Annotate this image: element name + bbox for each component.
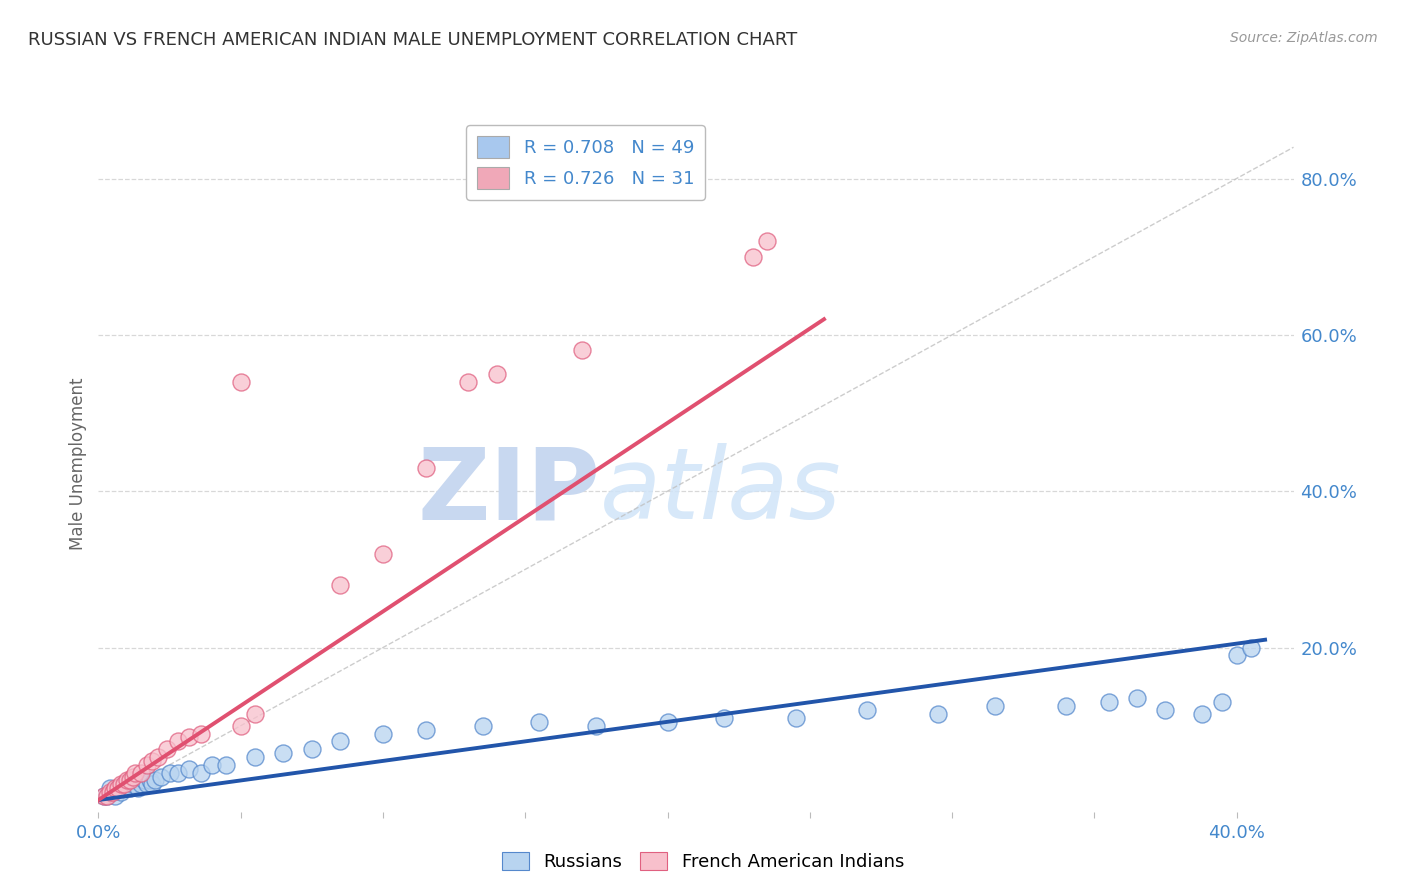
Point [190, 765, 212, 780]
Point [371, 726, 394, 740]
Point [121, 777, 143, 791]
Point [93, 789, 115, 803]
Point [215, 757, 238, 772]
Point [118, 781, 141, 796]
Point [190, 726, 212, 740]
Point [156, 742, 179, 756]
Point [124, 773, 146, 788]
Point [112, 777, 135, 791]
Point [118, 773, 141, 788]
Point [1226, 648, 1249, 663]
Point [115, 777, 138, 791]
Point [124, 765, 146, 780]
Point [1126, 691, 1149, 706]
Point [585, 719, 607, 733]
Point [1240, 640, 1263, 655]
Point [785, 711, 807, 725]
Point [301, 742, 323, 756]
Point [229, 719, 252, 733]
Point [1054, 699, 1077, 714]
Point [273, 746, 295, 760]
Point [112, 781, 135, 796]
Point [138, 773, 160, 788]
Point [471, 719, 494, 733]
Legend: R = 0.708   N = 49, R = 0.726   N = 31: R = 0.708 N = 49, R = 0.726 N = 31 [465, 125, 704, 200]
Point [132, 773, 155, 788]
Point [93, 789, 115, 803]
Point [529, 714, 551, 729]
Point [98, 781, 121, 796]
Point [713, 711, 735, 725]
Point [415, 460, 437, 475]
Point [415, 723, 437, 737]
Point [141, 754, 163, 768]
Y-axis label: Male Unemployment: Male Unemployment [69, 377, 87, 550]
Point [104, 781, 127, 796]
Point [571, 343, 593, 358]
Text: ZIP: ZIP [418, 443, 600, 541]
Legend: Russians, French American Indians: Russians, French American Indians [495, 845, 911, 879]
Point [143, 773, 166, 788]
Point [127, 781, 149, 796]
Point [179, 762, 201, 776]
Point [984, 699, 1007, 714]
Point [243, 706, 266, 721]
Point [135, 777, 157, 791]
Point [167, 765, 190, 780]
Point [457, 375, 479, 389]
Point [485, 367, 508, 381]
Point [329, 734, 352, 748]
Point [141, 777, 163, 791]
Point [121, 770, 143, 784]
Text: RUSSIAN VS FRENCH AMERICAN INDIAN MALE UNEMPLOYMENT CORRELATION CHART: RUSSIAN VS FRENCH AMERICAN INDIAN MALE U… [28, 31, 797, 49]
Point [229, 375, 252, 389]
Point [148, 750, 170, 764]
Point [107, 781, 129, 796]
Text: Source: ZipAtlas.com: Source: ZipAtlas.com [1230, 31, 1378, 45]
Point [150, 770, 173, 784]
Point [927, 706, 949, 721]
Point [243, 750, 266, 764]
Point [741, 250, 763, 264]
Text: atlas: atlas [600, 443, 842, 541]
Point [1211, 695, 1233, 709]
Point [1154, 703, 1177, 717]
Point [107, 781, 129, 796]
Point [135, 757, 157, 772]
Point [1191, 706, 1213, 721]
Point [110, 777, 132, 791]
Point [110, 785, 132, 799]
Point [201, 757, 224, 772]
Point [1097, 695, 1119, 709]
Point [96, 789, 118, 803]
Point [371, 547, 394, 561]
Point [756, 234, 779, 248]
Point [657, 714, 679, 729]
Point [855, 703, 877, 717]
Point [129, 777, 152, 791]
Point [96, 789, 118, 803]
Point [115, 773, 138, 788]
Point [179, 731, 201, 745]
Point [98, 785, 121, 799]
Point [104, 789, 127, 803]
Point [101, 785, 124, 799]
Point [129, 765, 152, 780]
Point [101, 785, 124, 799]
Point [167, 734, 190, 748]
Point [159, 765, 181, 780]
Point [329, 578, 352, 592]
